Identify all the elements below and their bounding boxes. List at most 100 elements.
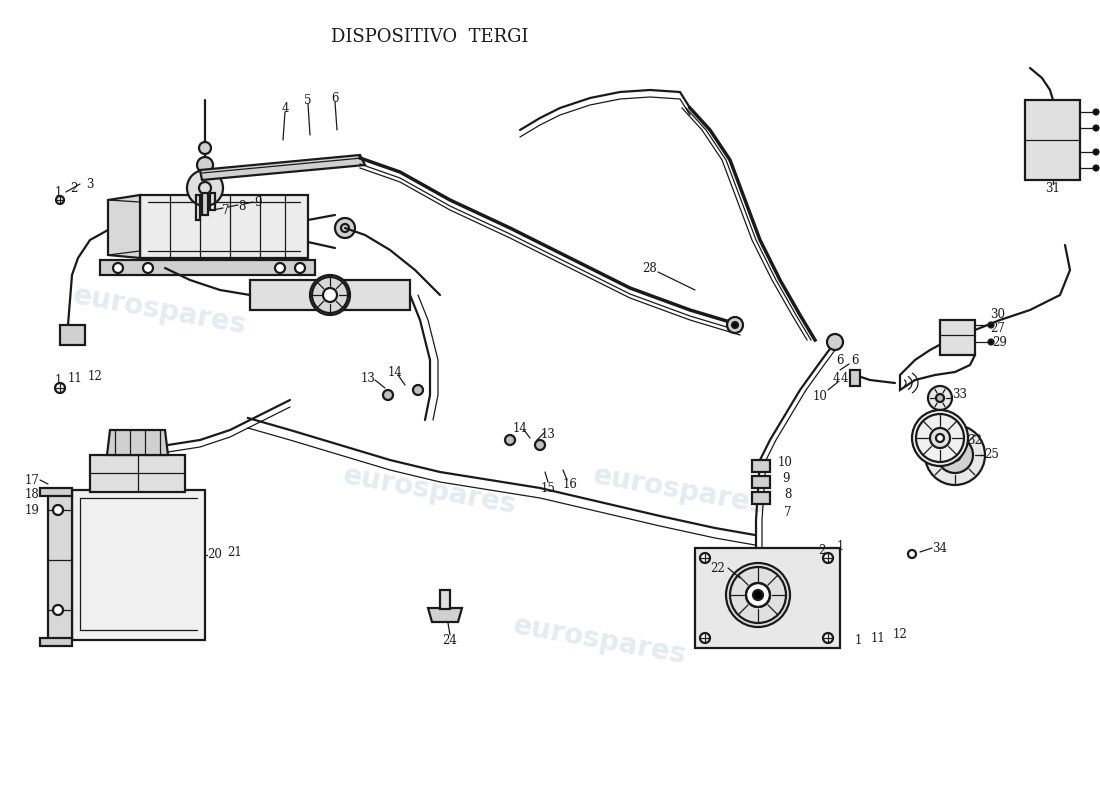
Circle shape [53,505,63,515]
Circle shape [53,605,63,615]
Text: 29: 29 [992,335,1008,349]
Text: 17: 17 [24,474,40,486]
Text: 20: 20 [208,549,222,562]
Text: 28: 28 [642,262,658,274]
Circle shape [908,550,916,558]
Circle shape [949,449,961,461]
Polygon shape [108,195,140,258]
Circle shape [275,263,285,273]
Circle shape [928,386,952,410]
Circle shape [936,434,944,442]
Polygon shape [40,638,72,646]
Polygon shape [752,476,770,488]
Polygon shape [752,460,770,472]
Text: 1: 1 [54,374,62,386]
Text: 14: 14 [513,422,527,434]
Circle shape [936,394,944,402]
Circle shape [199,142,211,154]
Circle shape [930,428,950,448]
Text: 10: 10 [778,455,792,469]
Text: 1: 1 [855,634,861,646]
Circle shape [336,218,355,238]
Text: 24: 24 [442,634,458,646]
Polygon shape [48,490,72,640]
Text: 4: 4 [282,102,288,114]
Polygon shape [40,488,72,496]
Circle shape [700,553,710,563]
Text: 4: 4 [833,371,839,385]
Text: DISPOSITIVO  TERGI: DISPOSITIVO TERGI [331,28,529,46]
Circle shape [925,425,985,485]
Polygon shape [200,155,365,180]
Text: eurospares: eurospares [72,281,249,339]
Text: eurospares: eurospares [591,461,769,519]
Text: 11: 11 [67,371,82,385]
Polygon shape [107,430,168,455]
Circle shape [113,263,123,273]
Text: 12: 12 [892,629,907,642]
Circle shape [323,288,337,302]
Text: 16: 16 [562,478,578,491]
Circle shape [732,322,738,328]
Polygon shape [850,370,860,386]
Polygon shape [72,490,205,640]
Text: 13: 13 [361,371,375,385]
Text: 6: 6 [851,354,859,366]
Text: 6: 6 [836,354,844,366]
Text: 18: 18 [24,489,40,502]
Text: 34: 34 [933,542,947,554]
Text: 15: 15 [540,482,556,494]
Text: eurospares: eurospares [512,611,689,669]
Circle shape [1093,150,1099,154]
Circle shape [535,440,544,450]
Circle shape [823,553,833,563]
Circle shape [56,196,64,204]
Text: 8: 8 [784,489,792,502]
Polygon shape [90,455,185,492]
Text: 7: 7 [222,203,230,217]
Text: 4: 4 [840,371,848,385]
Text: 33: 33 [953,389,968,402]
Polygon shape [752,492,770,504]
Circle shape [823,633,833,643]
Circle shape [1093,126,1099,130]
Text: 9: 9 [254,197,262,210]
Circle shape [989,322,993,327]
Text: 3: 3 [86,178,94,191]
Text: eurospares: eurospares [341,461,519,519]
Circle shape [700,633,710,643]
Text: 30: 30 [990,309,1005,322]
Circle shape [143,263,153,273]
Polygon shape [140,195,308,258]
Text: 19: 19 [24,503,40,517]
Text: 1: 1 [836,539,844,553]
Polygon shape [250,280,410,310]
Circle shape [754,590,763,600]
Circle shape [746,583,770,607]
Text: 25: 25 [984,449,1000,462]
Circle shape [989,339,993,345]
Circle shape [295,263,305,273]
Polygon shape [440,590,450,609]
Text: 8: 8 [239,199,245,213]
Circle shape [827,334,843,350]
Text: 2: 2 [818,543,826,557]
Circle shape [412,385,424,395]
Text: 12: 12 [88,370,102,382]
Text: 31: 31 [1046,182,1060,194]
Text: 2: 2 [70,182,78,194]
Circle shape [187,170,223,206]
Text: 6: 6 [331,91,339,105]
Polygon shape [695,548,840,648]
Text: 22: 22 [711,562,725,574]
Text: 1: 1 [54,186,62,198]
Polygon shape [100,260,315,275]
Text: 32: 32 [968,434,982,446]
Circle shape [937,437,974,473]
Text: 9: 9 [782,471,790,485]
Polygon shape [1025,100,1080,180]
Circle shape [1093,166,1099,170]
Circle shape [310,275,350,315]
Text: 10: 10 [813,390,827,402]
Polygon shape [202,193,208,215]
